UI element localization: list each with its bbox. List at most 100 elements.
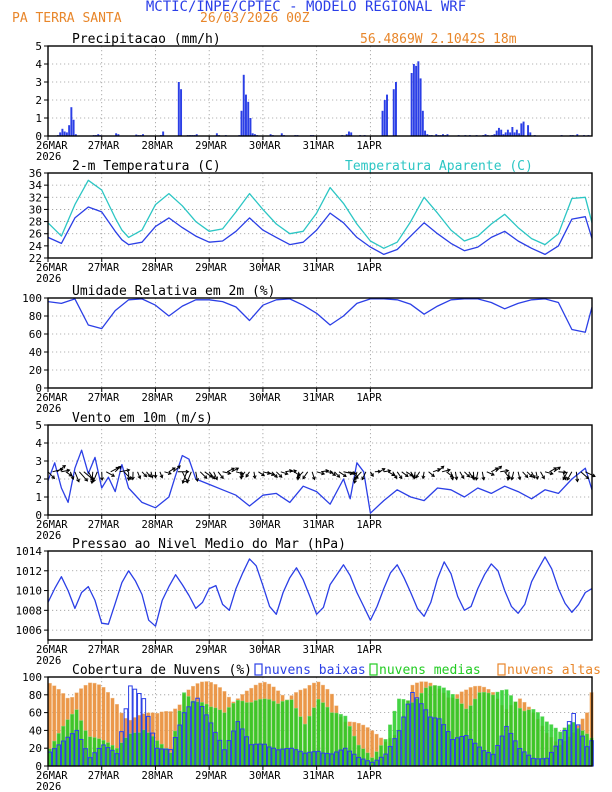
panel-precip: 0 1 2 3 4 5 26MAR 27MAR 28MAR 29MAR 30MAR 31MAR 1APR… xyxy=(35,32,593,163)
precip-bar xyxy=(177,82,180,136)
wind-arrow xyxy=(353,471,362,480)
precip-bar xyxy=(493,134,496,136)
wind-arrow-head xyxy=(159,474,164,479)
legend-swatch-blue xyxy=(254,663,263,676)
wind-arrow-head xyxy=(481,476,486,481)
precip-bar xyxy=(419,78,422,136)
y-tick-label: 1010 xyxy=(16,585,43,598)
wind-arrow-head xyxy=(66,468,71,473)
wind-arrow xyxy=(472,471,475,480)
wind-arrow-head xyxy=(440,465,445,470)
wind-arrow-head xyxy=(398,475,403,480)
wind-arrow xyxy=(585,471,596,477)
precip-bar xyxy=(142,134,144,136)
wind-arrow-head xyxy=(274,474,278,478)
y-tick-label: 1 xyxy=(35,112,42,125)
wind-arrow xyxy=(114,465,122,473)
y-tick-label: 5 xyxy=(35,419,42,432)
wind-arrow-head xyxy=(510,476,515,481)
wind-arrow xyxy=(231,467,239,473)
wind-arrow xyxy=(413,471,416,479)
wind-arrow xyxy=(511,471,515,480)
cloud-bar-nuvens-medias xyxy=(374,751,379,767)
cloud-bar-nuvens-medias xyxy=(504,689,509,767)
precip-bar xyxy=(383,100,386,136)
precip-bar xyxy=(504,132,507,136)
wind-arrow xyxy=(253,471,256,479)
wind-arrow xyxy=(262,471,271,475)
y-tick-label: 20 xyxy=(29,364,42,377)
cloud-bar-nuvens-medias xyxy=(585,733,590,767)
wind-arrow-head xyxy=(153,474,158,479)
y-tick-label: 4 xyxy=(35,437,42,450)
wind-arrow xyxy=(441,469,451,473)
y-tick-label: 0 xyxy=(35,509,42,522)
wind-arrow xyxy=(475,471,479,481)
cloud-bar-nuvens-medias xyxy=(473,698,478,767)
wind-arrow-head xyxy=(446,468,451,473)
cloud-bar-nuvens-medias xyxy=(388,724,393,767)
x-year-label: 2026 xyxy=(36,151,61,163)
panel-title: Pressao ao Nivel Medio do Mar (hPa) xyxy=(72,537,346,552)
cloud-bar-nuvens-medias xyxy=(410,702,415,767)
wind-arrow-head xyxy=(227,471,232,475)
wind-arrow xyxy=(61,469,70,473)
precip-bar xyxy=(61,128,64,136)
cloud-bar-nuvens-medias xyxy=(307,715,312,767)
precip-bar xyxy=(68,125,71,136)
wind-arrow-head xyxy=(220,475,224,480)
cloud-bar-nuvens-medias xyxy=(240,700,245,767)
cloud-bar-nuvens-medias xyxy=(567,724,572,767)
cloud-bar-nuvens-medias xyxy=(195,701,200,767)
x-tick-label: 29MAR xyxy=(195,770,227,782)
wind-arrow xyxy=(454,471,458,480)
plot-frame xyxy=(47,550,593,641)
cloud-bar-nuvens-medias xyxy=(159,743,164,767)
y-tick-label: 40 xyxy=(29,346,42,359)
cloud-bar-nuvens-medias xyxy=(213,707,218,767)
wind-arrow-head xyxy=(235,467,240,472)
cloud-bar-nuvens-medias xyxy=(204,703,209,767)
cloud-bar-nuvens-medias xyxy=(405,700,410,767)
legend-nuvens-medias: nuvens medias xyxy=(379,663,481,678)
cloud-bar-nuvens-medias xyxy=(437,685,442,767)
wind-arrow-head xyxy=(412,475,417,480)
wind-arrow-head xyxy=(517,476,522,481)
wind-arrow xyxy=(297,471,300,480)
cloud-bar-nuvens-medias xyxy=(329,712,334,767)
x-year-label: 2026 xyxy=(36,781,61,792)
wind-arrow xyxy=(137,471,141,479)
cloud-bar-nuvens-medias xyxy=(132,732,137,767)
wind-arrow-head xyxy=(450,476,455,481)
wind-arrow-head xyxy=(117,465,122,470)
wind-arrow xyxy=(52,468,63,473)
precip-bar xyxy=(195,134,198,136)
cloud-bar-nuvens-medias xyxy=(168,752,173,767)
precip-bar xyxy=(529,132,532,136)
wind-arrow-head xyxy=(585,475,590,480)
cloud-bar-nuvens-medias xyxy=(114,748,119,767)
wind-arrow xyxy=(235,471,244,475)
precip-bar xyxy=(72,119,75,136)
wind-arrow-head xyxy=(231,467,236,472)
panel-wind: 0 1 2 3 4 5 26MAR 27MAR 28MAR 29MAR 30MAR 31MAR 1APR… xyxy=(35,411,596,542)
x-tick-label: 28MAR xyxy=(141,519,173,531)
wind-arrow xyxy=(495,465,502,473)
precip-bar xyxy=(180,89,183,136)
precip-bar xyxy=(386,94,388,136)
y-tick-label: 34 xyxy=(29,179,43,192)
cloud-bar-nuvens-medias xyxy=(311,707,316,767)
cloud-bar-nuvens-medias xyxy=(92,737,97,767)
precip-bar xyxy=(527,125,530,136)
wind-arrow xyxy=(208,471,215,479)
cloud-bar-nuvens-medias xyxy=(432,685,437,767)
wind-arrow-head xyxy=(352,471,357,475)
y-tick-label: 80 xyxy=(29,310,42,323)
cloud-bar-nuvens-medias xyxy=(558,731,563,767)
pressure-line xyxy=(47,556,593,627)
cloud-bar-nuvens-medias xyxy=(191,700,196,767)
wind-arrow xyxy=(110,467,119,473)
wind-arrow-head xyxy=(76,478,80,483)
wind-arrow xyxy=(504,471,511,479)
